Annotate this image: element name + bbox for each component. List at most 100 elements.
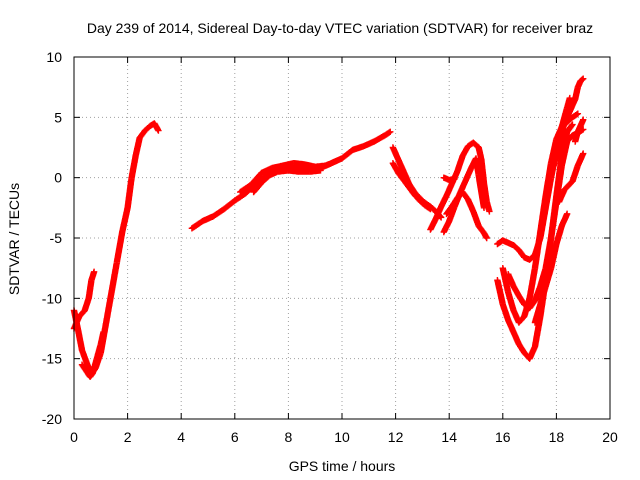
data-marker-segment: [542, 161, 554, 199]
data-marker-segment: [103, 290, 115, 326]
series-arc-3b: [389, 160, 434, 213]
data-marker-segment: [462, 167, 474, 185]
grid-layer: [74, 57, 610, 419]
data-marker-segment: [555, 187, 568, 205]
data-marker-segment: [547, 242, 560, 272]
data-marker-segment: [561, 179, 575, 193]
series-arc-2b: [237, 157, 340, 196]
data-marker-segment: [531, 284, 544, 304]
x-tick-label: 8: [285, 429, 293, 445]
series-arc-3a: [389, 144, 445, 221]
data-marker-segment: [113, 230, 126, 266]
data-point: [100, 328, 107, 336]
x-tick-label: 2: [124, 429, 132, 445]
data-point: [569, 121, 576, 128]
data-marker-segment: [553, 223, 565, 248]
data-point: [317, 167, 324, 174]
data-marker-segment: [440, 219, 452, 236]
data-marker-segment: [128, 154, 139, 181]
series-arc-1b: [70, 268, 98, 332]
y-tick-label: 10: [46, 49, 62, 65]
series-arc-2a: [188, 128, 394, 232]
series-arc-1c: [78, 328, 107, 380]
y-tick-label: 0: [54, 170, 62, 186]
x-tick-label: 16: [495, 429, 511, 445]
x-tick-label: 4: [177, 429, 185, 445]
data-marker-segment: [395, 156, 407, 174]
data-marker-segment: [563, 133, 575, 145]
data-marker-segment: [119, 205, 131, 236]
series-arc-4d: [505, 126, 587, 312]
data-point: [483, 234, 490, 242]
x-tick-label: 10: [334, 429, 350, 445]
x-tick-label: 12: [388, 429, 404, 445]
data-marker-segment: [141, 123, 153, 134]
data-marker-segment: [199, 213, 216, 225]
data-marker-segment: [416, 197, 428, 208]
data-marker-segment: [443, 204, 455, 218]
data-marker-segment: [537, 193, 549, 236]
series-arc-1a: [70, 120, 162, 378]
data-marker-segment: [81, 296, 92, 314]
y-tick-label: -10: [42, 290, 62, 306]
data-marker-segment: [464, 196, 476, 214]
y-tick-label: 5: [54, 109, 62, 125]
data-marker-segment: [558, 139, 571, 169]
data-marker-segment: [558, 211, 570, 230]
data-marker-segment: [499, 301, 511, 322]
data-marker-segment: [86, 370, 96, 380]
data-marker-segment: [470, 139, 481, 150]
data-marker-segment: [550, 139, 562, 169]
data-marker-segment: [78, 347, 91, 367]
data-marker-segment: [322, 158, 339, 169]
data-marker-segment: [231, 190, 248, 204]
data-marker-segment: [510, 242, 522, 253]
x-tick-label: 20: [602, 429, 618, 445]
tick-layer: 0 2 4 6 8 10 12 14 16 18 20 -20 -15 -10 -5 0 5 10: [42, 49, 618, 445]
x-tick-label: 6: [231, 429, 239, 445]
data-marker-segment: [371, 132, 387, 145]
data-marker-segment: [93, 342, 104, 362]
data-marker-segment: [421, 202, 433, 212]
data-point: [387, 128, 394, 136]
chart-title: Day 239 of 2014, Sidereal Day-to-day VTE…: [87, 20, 593, 36]
data-marker-segment: [400, 176, 412, 190]
data-marker-segment: [210, 206, 227, 220]
data-point: [580, 150, 587, 157]
series-arc-4e: [531, 210, 571, 326]
data-marker-segment: [510, 328, 522, 347]
data-point: [451, 175, 458, 183]
data-marker-segment: [89, 356, 100, 377]
data-marker-segment: [531, 230, 544, 272]
data-point: [566, 94, 573, 102]
data-marker-segment: [360, 138, 377, 150]
data-marker-segment: [499, 265, 512, 295]
data-marker-segment: [338, 147, 355, 162]
data-marker-segment: [574, 151, 586, 169]
data-point: [427, 205, 434, 213]
data-marker-segment: [561, 109, 573, 127]
data-point: [580, 75, 587, 82]
data-marker-segment: [526, 298, 538, 312]
data-marker-segment: [108, 260, 120, 296]
series-arc-4h: [572, 116, 587, 145]
data-marker-segment: [85, 278, 95, 302]
data-marker-segment: [494, 277, 506, 307]
x-tick-label: 0: [70, 429, 78, 445]
data-marker-segment: [188, 218, 205, 232]
series-arc-2c: [250, 167, 324, 196]
data-marker-segment: [505, 316, 517, 335]
data-marker-segment: [547, 199, 560, 242]
data-marker-segment: [505, 271, 517, 289]
data-point: [486, 208, 493, 215]
data-marker-segment: [405, 184, 417, 197]
data-marker-segment: [237, 182, 253, 196]
data-point: [574, 110, 582, 117]
data-marker-segment: [531, 314, 544, 350]
data-marker-segment: [566, 97, 578, 115]
data-marker-segment: [478, 156, 488, 186]
data-marker-segment: [389, 144, 401, 162]
data-point: [90, 268, 98, 275]
data-marker-segment: [542, 236, 554, 272]
